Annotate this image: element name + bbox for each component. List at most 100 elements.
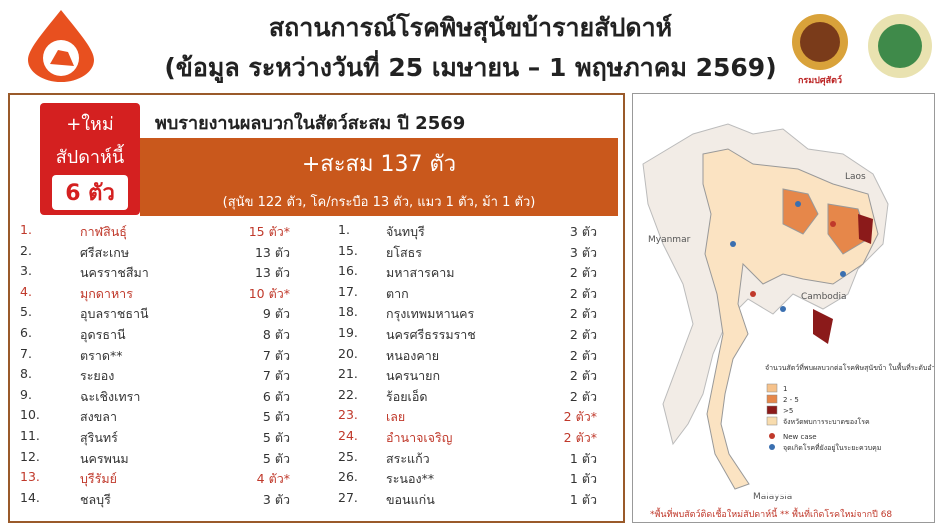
rank: 7.	[20, 345, 32, 361]
legend-label: >5	[783, 407, 793, 415]
province: ศรีสะเกษ	[80, 244, 130, 260]
legend-dot	[769, 433, 775, 439]
province: อุบลราชธานี	[80, 306, 149, 322]
rank: 11.	[20, 428, 40, 443]
footnote: *พื้นที่พบสัตว์ติดเชื้อใหม่สัปดาห์นี้ **…	[650, 510, 893, 520]
map-label: Cambodia	[801, 292, 847, 302]
province: เลย	[386, 409, 406, 425]
legend-label: 1	[783, 385, 787, 393]
count: 2 ตัว	[569, 285, 597, 301]
count: 3 ตัว	[569, 244, 597, 260]
province: นครศรีธรรมราช	[386, 327, 476, 342]
badge-line: สัปดาห์นี้	[55, 147, 125, 168]
province: ขอนแก่น	[386, 491, 435, 507]
count: 4 ตัว*	[256, 471, 290, 487]
rank: 10.	[20, 407, 40, 423]
province: ระนอง**	[386, 471, 435, 487]
legend-title: จำนวนสัตว์ที่พบผลบวกต่อโรคพิษสุนัขบ้า ใน…	[765, 361, 934, 372]
count: 1 ตัว	[569, 450, 597, 466]
count: 5 ตัว	[262, 430, 290, 445]
rank: 12.	[20, 448, 40, 464]
province: ชลบุรี	[80, 491, 111, 507]
badge: +ใหม่ สัปดาห์นี้ 6 ตัว	[40, 103, 140, 215]
count: 2 ตัว	[569, 388, 597, 404]
province: กาฬสินธุ์	[80, 224, 127, 239]
rank: 15.	[338, 242, 358, 258]
legend-dot	[769, 444, 775, 450]
count: 9 ตัว	[262, 306, 290, 322]
count: 2 ตัว	[569, 327, 597, 342]
rank: 18.	[338, 304, 358, 320]
rank: 23.	[338, 407, 358, 423]
summary-total: +สะสม 137 ตัว	[301, 152, 457, 177]
subtitle: (ข้อมูล ระหว่างวันที่ 25 เมษายน – 1 พฤษภ…	[164, 53, 777, 82]
legend-label: จังหวัดพบการระบาดของโรค	[783, 417, 870, 426]
logos-right: กรมปศุสัตว์	[792, 14, 932, 86]
rank: 26.	[338, 469, 358, 485]
province: ฉะเชิงเทรา	[80, 388, 141, 404]
summary-breakdown: (สุนัข 122 ตัว, โค/กระบือ 13 ตัว, แมว 1 …	[222, 195, 536, 210]
map-label: Laos	[845, 172, 866, 182]
rank: 2.	[20, 242, 32, 258]
legend-swatch	[766, 394, 778, 404]
count: 2 ตัว	[569, 265, 597, 281]
province: ตาก	[386, 285, 409, 301]
province: หนองคาย	[386, 347, 440, 363]
summary-bar: +สะสม 137 ตัว (สุนัข 122 ตัว, โค/กระบือ …	[140, 138, 618, 216]
count: 2 ตัว	[569, 347, 597, 363]
province: นครพนม	[80, 450, 129, 466]
province: อำนาจเจริญ	[386, 430, 453, 445]
rank: 22.	[338, 386, 358, 402]
rank: 19.	[338, 325, 358, 340]
count: 2 ตัว*	[563, 409, 597, 425]
count: 10 ตัว*	[248, 285, 290, 301]
count: 2 ตัว	[569, 306, 597, 322]
province: นครราชสีมา	[80, 265, 149, 281]
rank: 16.	[338, 263, 358, 279]
province: สงขลา	[80, 409, 117, 425]
count: 7 ตัว	[262, 347, 290, 363]
count: 5 ตัว	[262, 409, 290, 425]
title: สถานการณ์โรคพิษสุนัขบ้ารายสัปดาห์	[268, 13, 673, 42]
rank: 8.	[20, 366, 32, 382]
rank: 27.	[338, 489, 358, 505]
rank: 21.	[338, 366, 358, 382]
count: 3 ตัว	[569, 224, 597, 239]
map-panel: Laos Myanmar Cambodia Malaysia จำนวนสัตว์ที่…	[632, 93, 941, 523]
count: 5 ตัว	[262, 450, 290, 466]
summary-heading: พบรายงานผลบวกในสัตว์สะสม ปี 2569	[155, 113, 466, 134]
province: มหาสารคาม	[386, 265, 455, 281]
badge-count: 6 ตัว	[52, 175, 128, 210]
legend-label: 2 - 5	[783, 396, 799, 404]
rank: 13.	[20, 469, 40, 485]
province: ตราด**	[80, 347, 123, 363]
province: มุกดาหาร	[80, 285, 133, 301]
count: 13 ตัว	[254, 244, 290, 260]
rank: 17.	[338, 283, 358, 299]
rank: 4.	[20, 283, 32, 299]
map: Laos Myanmar Cambodia Malaysia จำนวนสัตว์ที่…	[642, 123, 941, 502]
count: 6 ตัว	[262, 388, 290, 404]
province: จันทบุรี	[386, 224, 425, 239]
rank: 3.	[20, 263, 32, 279]
legend-swatch	[766, 405, 778, 415]
map-label: Myanmar	[648, 235, 691, 245]
left-panel	[8, 93, 625, 523]
legend-label: จุดเกิดโรคที่ยังอยู่ในระยะควบคุม	[783, 443, 881, 452]
province: กรุงเทพมหานคร	[386, 306, 475, 322]
province: ยโสธร	[386, 244, 423, 260]
rank: 14.	[20, 489, 40, 505]
province: ระยอง	[80, 368, 115, 384]
province: อุดรธานี	[80, 327, 126, 342]
rank: 25.	[338, 448, 358, 464]
count: 1 ตัว	[569, 471, 597, 487]
legend-label: New case	[783, 433, 817, 441]
province: ร้อยเอ็ด	[386, 388, 428, 404]
logo-caption: กรมปศุสัตว์	[798, 74, 842, 86]
map-label: Malaysia	[753, 492, 792, 502]
legend-swatch	[766, 383, 778, 393]
rank: 1.	[338, 222, 350, 237]
rank: 20.	[338, 345, 358, 361]
province: บุรีรัมย์	[80, 471, 117, 487]
